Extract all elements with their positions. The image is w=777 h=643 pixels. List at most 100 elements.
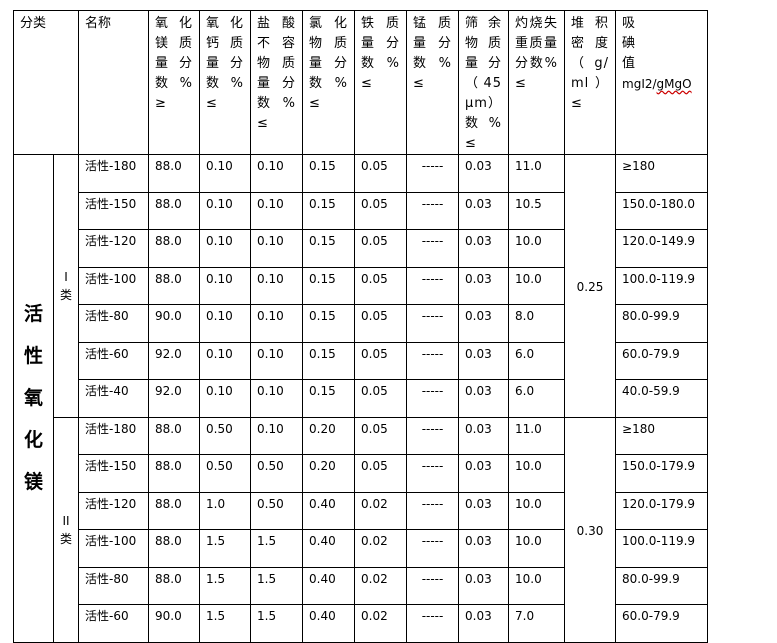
iodine-unit-a: mgI2/ <box>622 77 657 91</box>
cell-mgo: 88.0 <box>149 530 200 568</box>
header-row: 分类 名称 氧化镁质量分数%≥ 氧化钙质量分数%≤ 盐酸不容物质量分数%≤ 氯化… <box>14 11 777 155</box>
cell-chloride: 0.20 <box>303 455 355 493</box>
cell-manganese: ----- <box>407 492 459 530</box>
cell-name: 活性-120 <box>79 492 149 530</box>
cell-iron: 0.05 <box>355 380 407 418</box>
iodine-label: 吸碘值 <box>622 14 701 74</box>
spec-table: 分类 名称 氧化镁质量分数%≥ 氧化钙质量分数%≤ 盐酸不容物质量分数%≤ 氯化… <box>13 10 777 643</box>
cell-iron: 0.05 <box>355 230 407 268</box>
cell-cao: 0.10 <box>200 342 251 380</box>
cell-manganese: ----- <box>407 417 459 455</box>
cell-hcl: 1.5 <box>251 605 303 643</box>
cell-cao: 0.50 <box>200 455 251 493</box>
cell-iron: 0.05 <box>355 155 407 193</box>
iodine-unit: mgI2/gMgO <box>622 74 701 94</box>
cell-iodine: 60.0-79.9 <box>616 605 708 643</box>
cell-sieve: 0.03 <box>459 342 509 380</box>
subcategory-label: I类 <box>59 268 72 304</box>
cell-hcl: 1.5 <box>251 530 303 568</box>
header-hcl: 盐酸不容物质量分数%≤ <box>251 11 303 155</box>
cell-iodine: 80.0-99.9 <box>616 305 708 343</box>
cell-manganese: ----- <box>407 605 459 643</box>
cell-mgo: 88.0 <box>149 417 200 455</box>
cell-name: 活性-150 <box>79 455 149 493</box>
cell-loss: 6.0 <box>509 380 565 418</box>
cell-sieve: 0.03 <box>459 155 509 193</box>
cell-loss: 10.0 <box>509 455 565 493</box>
cell-mgo: 90.0 <box>149 605 200 643</box>
cell-mgo: 92.0 <box>149 342 200 380</box>
cell-iron: 0.05 <box>355 305 407 343</box>
cell-hcl: 0.10 <box>251 155 303 193</box>
cell-iodine: 150.0-179.9 <box>616 455 708 493</box>
cell-chloride: 0.40 <box>303 492 355 530</box>
header-iodine: 吸碘值 mgI2/gMgO <box>616 11 708 155</box>
cell-chloride: 0.40 <box>303 530 355 568</box>
cell-chloride: 0.15 <box>303 267 355 305</box>
cell-cao: 1.5 <box>200 567 251 605</box>
cell-mgo: 88.0 <box>149 492 200 530</box>
cell-sieve: 0.03 <box>459 230 509 268</box>
cell-iodine: 40.0-59.9 <box>616 380 708 418</box>
cell-chloride: 0.20 <box>303 417 355 455</box>
cell-loss: 10.5 <box>509 192 565 230</box>
cell-sieve: 0.03 <box>459 380 509 418</box>
cell-name: 活性-80 <box>79 567 149 605</box>
cell-mgo: 88.0 <box>149 155 200 193</box>
cell-hcl: 0.50 <box>251 455 303 493</box>
cell-mgo: 92.0 <box>149 380 200 418</box>
cell-chloride: 0.15 <box>303 380 355 418</box>
cell-sieve: 0.03 <box>459 605 509 643</box>
cell-hcl: 0.10 <box>251 230 303 268</box>
cell-name: 活性-180 <box>79 417 149 455</box>
cell-name: 活性-40 <box>79 380 149 418</box>
cell-name: 活性-150 <box>79 192 149 230</box>
cell-mgo: 88.0 <box>149 192 200 230</box>
cell-cao: 0.10 <box>200 267 251 305</box>
cell-iron: 0.02 <box>355 605 407 643</box>
cell-chloride: 0.15 <box>303 192 355 230</box>
cell-mgo: 88.0 <box>149 567 200 605</box>
cell-cao: 0.10 <box>200 305 251 343</box>
cell-manganese: ----- <box>407 267 459 305</box>
cell-iodine: ≥180 <box>616 417 708 455</box>
cell-sieve: 0.03 <box>459 417 509 455</box>
cell-loss: 11.0 <box>509 155 565 193</box>
cell-chloride: 0.15 <box>303 305 355 343</box>
cell-sieve: 0.03 <box>459 192 509 230</box>
cell-hcl: 0.10 <box>251 380 303 418</box>
cell-hcl: 1.5 <box>251 567 303 605</box>
header-chloride: 氯化物质量分数%≤ <box>303 11 355 155</box>
cell-name: 活性-60 <box>79 605 149 643</box>
cell-iodine: 120.0-149.9 <box>616 230 708 268</box>
header-mgo: 氧化镁质量分数%≥ <box>149 11 200 155</box>
cell-iodine: 100.0-119.9 <box>616 267 708 305</box>
main-category-cell: 活性氧化镁 <box>14 155 54 643</box>
cell-chloride: 0.15 <box>303 230 355 268</box>
cell-cao: 1.5 <box>200 605 251 643</box>
cell-cao: 1.5 <box>200 530 251 568</box>
cell-chloride: 0.15 <box>303 155 355 193</box>
cell-iron: 0.02 <box>355 567 407 605</box>
main-category: 活性氧化镁 <box>24 293 44 503</box>
cell-sieve: 0.03 <box>459 530 509 568</box>
cell-chloride: 0.40 <box>303 567 355 605</box>
cell-loss: 8.0 <box>509 305 565 343</box>
header-iron: 铁质量分数%≤ <box>355 11 407 155</box>
header-density: 堆积密度（g/ml）≤ <box>565 11 616 155</box>
cell-name: 活性-100 <box>79 267 149 305</box>
cell-iron: 0.05 <box>355 267 407 305</box>
cell-iron: 0.02 <box>355 530 407 568</box>
subcategory-cell: II类 <box>54 417 79 642</box>
header-name: 名称 <box>79 11 149 155</box>
